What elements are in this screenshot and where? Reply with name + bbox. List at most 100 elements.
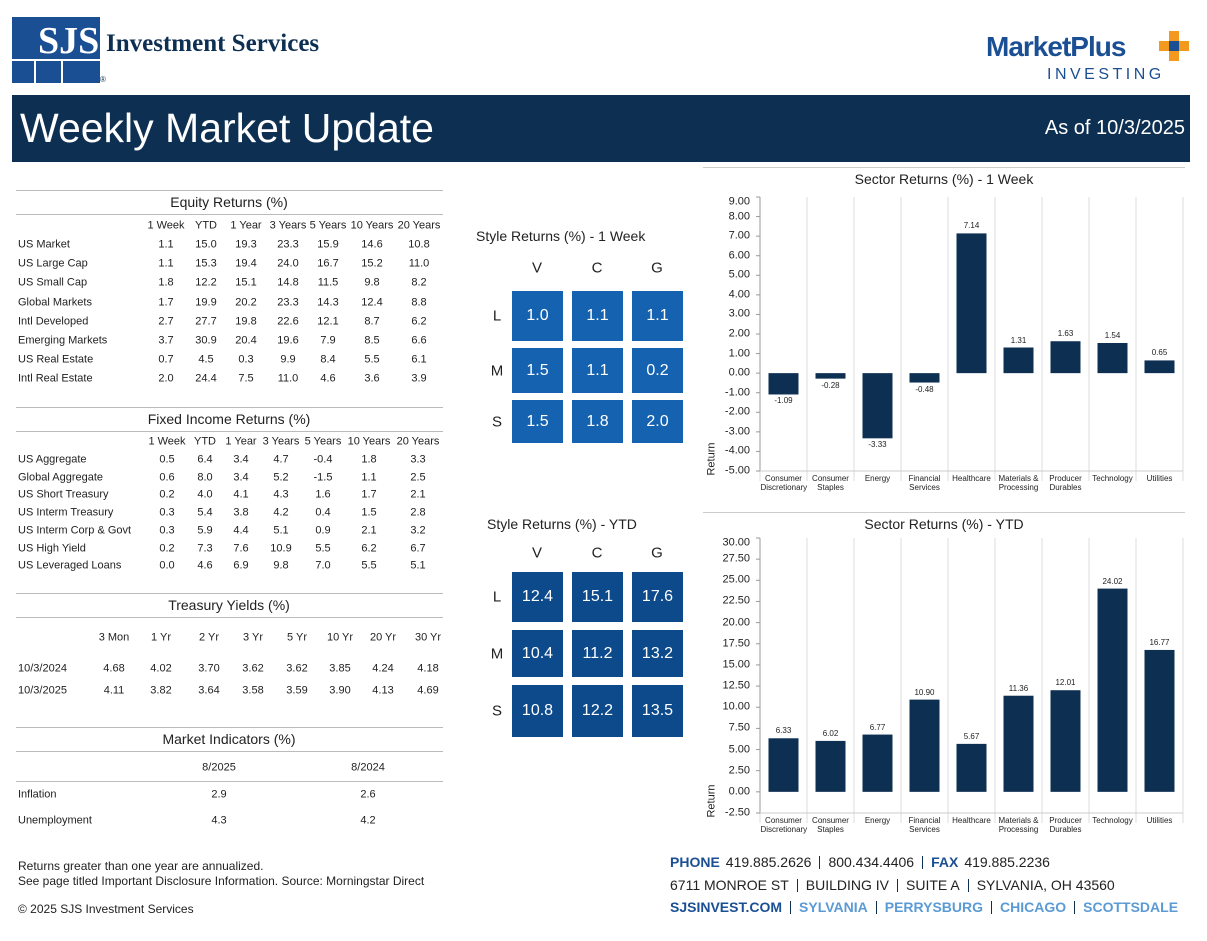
- rule: [16, 431, 443, 432]
- table-cell: 3.62: [242, 662, 264, 675]
- bar: [862, 373, 893, 439]
- bar: [909, 699, 940, 792]
- table-cell: 12.2: [195, 276, 217, 289]
- column-header: 20 Years: [397, 219, 441, 232]
- table-cell: 0.0: [159, 559, 175, 572]
- style-cell: [572, 572, 623, 622]
- table-cell: 16.7: [317, 257, 339, 270]
- contact-text[interactable]: CHICAGO: [1000, 899, 1067, 915]
- table-cell: 8.2: [411, 276, 427, 289]
- table-cell: 5.5: [315, 542, 331, 554]
- column-header: 8/2025: [202, 761, 236, 774]
- table-cell: 19.6: [277, 334, 299, 347]
- page-title: Weekly Market Update: [20, 105, 434, 151]
- table-cell: 23.3: [277, 238, 299, 251]
- style-value: 1.8: [586, 412, 609, 430]
- table-cell: 15.9: [317, 238, 339, 251]
- table-cell: 8.5: [364, 334, 380, 347]
- note: See page titled Important Disclosure Inf…: [18, 874, 425, 888]
- table-cell: 8.4: [320, 353, 336, 366]
- row-label: Intl Real Estate: [18, 372, 93, 385]
- table-cell: 14.8: [277, 276, 299, 289]
- row-label: 10/3/2025: [18, 684, 67, 697]
- table-cell: 6.4: [197, 453, 213, 466]
- y-tick-label: 22.50: [722, 594, 750, 607]
- style-column: V: [531, 544, 543, 562]
- table-cell: 19.9: [195, 296, 217, 309]
- table-cell: 3.9: [411, 372, 427, 385]
- separator: [1074, 900, 1076, 914]
- y-tick-label: 12.50: [722, 679, 750, 692]
- style-value: 1.5: [526, 361, 549, 379]
- contact-text[interactable]: PERRYSBURG: [884, 899, 984, 915]
- table-cell: 5.2: [273, 471, 289, 484]
- column-header: 20 Years: [396, 435, 440, 448]
- table-cell: 3.85: [329, 662, 351, 675]
- table-cell: 11.0: [408, 257, 430, 270]
- y-tick-label: -3.00: [724, 425, 750, 438]
- table-cell: 19.4: [235, 257, 257, 270]
- table-cell: 7.5: [238, 372, 254, 385]
- column-header: 1 Week: [147, 219, 185, 232]
- table-cell: 6.1: [411, 353, 427, 366]
- category-label: Healthcare: [952, 474, 991, 483]
- table-cell: 8.7: [364, 315, 380, 328]
- style-value: 13.5: [641, 702, 674, 719]
- category-label: Financial Services: [908, 474, 941, 492]
- value-label: 16.77: [1149, 637, 1170, 647]
- table-cell: 14.6: [361, 238, 383, 251]
- table-cell: 0.3: [159, 524, 175, 537]
- column-header: 8/2024: [351, 761, 385, 774]
- column-header: 30 Yr: [414, 631, 442, 644]
- table-cell: 1.1: [361, 471, 377, 484]
- table-cell: 4.3: [211, 814, 227, 827]
- rule: [703, 167, 1185, 168]
- table-cell: 4.11: [103, 684, 125, 697]
- value-label: 6.02: [822, 728, 839, 738]
- style-value: 15.1: [581, 588, 614, 605]
- style-value: 1.1: [586, 361, 609, 379]
- banner: [12, 95, 1190, 162]
- contact-text[interactable]: SCOTTSDALE: [1083, 899, 1179, 915]
- style-column: G: [651, 544, 663, 562]
- bar: [815, 740, 846, 792]
- table-cell: 5.9: [197, 524, 213, 537]
- table-cell: 3.59: [286, 684, 308, 697]
- style-title: Style Returns (%) - 1 Week: [476, 228, 646, 244]
- table-cell: 3.70: [198, 662, 220, 675]
- style-row: S: [491, 702, 503, 720]
- table-cell: 2.1: [410, 488, 426, 501]
- table-cell: 9.8: [364, 276, 380, 289]
- table-cell: 12.1: [317, 315, 339, 328]
- table-cell: 20.2: [235, 296, 257, 309]
- table-cell: 8.0: [197, 471, 213, 484]
- contact-text[interactable]: SJSINVEST.COM: [670, 899, 783, 915]
- y-tick-label: 17.50: [722, 637, 750, 650]
- style-cell: [632, 348, 683, 393]
- y-axis-label: Return: [705, 442, 718, 476]
- table-cell: 8.8: [411, 296, 427, 309]
- bar: [956, 743, 987, 792]
- table-title: Market Indicators (%): [162, 731, 296, 747]
- column-header: 3 Yr: [243, 631, 263, 644]
- y-tick-label: 9.00: [728, 195, 750, 208]
- style-column: C: [591, 544, 603, 562]
- table-cell: 4.24: [372, 662, 394, 675]
- separator: [875, 900, 877, 914]
- y-tick-label: 0.00: [728, 785, 750, 798]
- table-cell: 5.1: [273, 524, 289, 537]
- table-title: Fixed Income Returns (%): [147, 411, 311, 427]
- table-cell: 4.18: [417, 662, 439, 675]
- table-cell: 2.9: [211, 788, 227, 801]
- rule: [16, 751, 443, 752]
- contact-text[interactable]: SYLVANIA: [799, 899, 868, 915]
- column-header: 1 Week: [148, 435, 186, 448]
- value-label: 24.02: [1102, 576, 1123, 586]
- column-header: 20 Yr: [369, 631, 397, 644]
- style-value: 1.5: [526, 412, 549, 430]
- row-label: Inflation: [18, 788, 57, 801]
- style-value: 12.2: [581, 702, 614, 719]
- style-cell: [572, 685, 623, 737]
- table-cell: 24.0: [277, 257, 299, 270]
- style-row: L: [492, 307, 502, 325]
